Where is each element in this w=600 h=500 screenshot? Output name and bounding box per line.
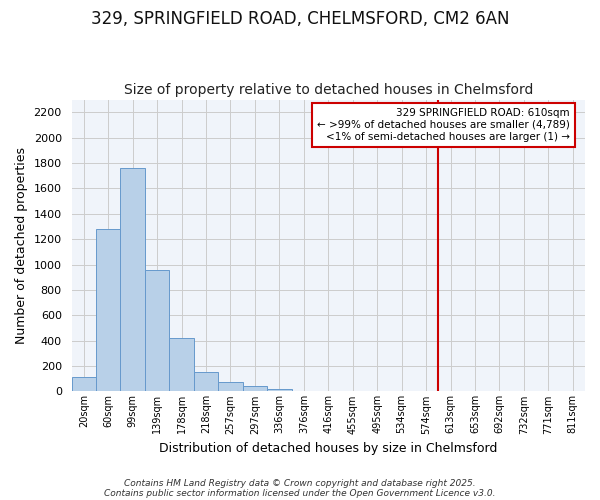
Bar (145, 270, 169, 392)
Text: 329, SPRINGFIELD ROAD, CHELMSFORD, CM2 6AN: 329, SPRINGFIELD ROAD, CHELMSFORD, CM2 6… (91, 10, 509, 28)
Bar (267, 389, 292, 392)
Bar (242, 386, 267, 392)
Text: Contains HM Land Registry data © Crown copyright and database right 2025.: Contains HM Land Registry data © Crown c… (124, 478, 476, 488)
Text: Contains public sector information licensed under the Open Government Licence v3: Contains public sector information licen… (104, 488, 496, 498)
Bar (71, 378, 96, 392)
Bar (96, 229, 121, 392)
Y-axis label: Number of detached properties: Number of detached properties (15, 147, 28, 344)
Bar (218, 382, 242, 392)
Bar (169, 338, 194, 392)
Title: Size of property relative to detached houses in Chelmsford: Size of property relative to detached ho… (124, 83, 533, 97)
Bar (121, 168, 145, 392)
X-axis label: Distribution of detached houses by size in Chelmsford: Distribution of detached houses by size … (159, 442, 497, 455)
Text: 329 SPRINGFIELD ROAD: 610sqm
← >99% of detached houses are smaller (4,789)
<1% o: 329 SPRINGFIELD ROAD: 610sqm ← >99% of d… (317, 108, 569, 142)
Bar (194, 372, 218, 392)
